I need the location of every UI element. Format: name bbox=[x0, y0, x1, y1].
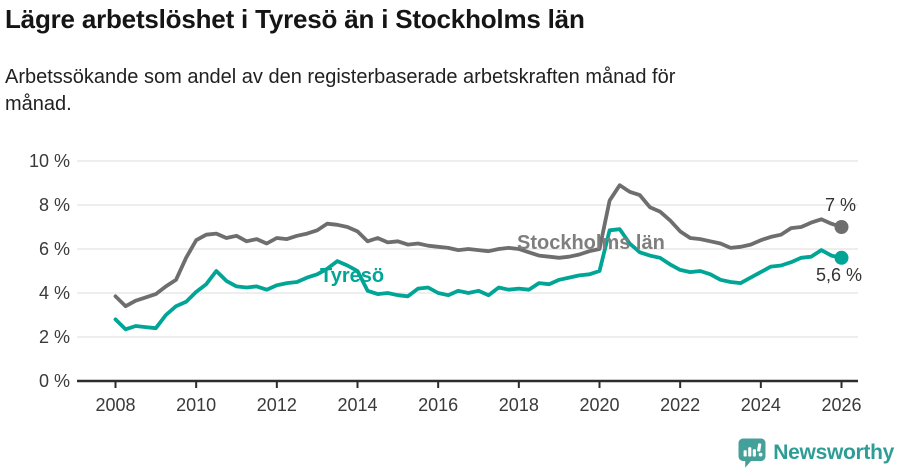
y-tick-label: 10 % bbox=[29, 151, 70, 171]
series-label-stockholm: Stockholms län bbox=[517, 232, 665, 254]
y-tick-label: 8 % bbox=[39, 195, 70, 215]
x-tick-label: 2012 bbox=[257, 395, 297, 415]
x-tick-label: 2022 bbox=[660, 395, 700, 415]
y-tick-label: 2 % bbox=[39, 327, 70, 347]
chart-subtitle: Arbetssökande som andel av den registerb… bbox=[5, 64, 675, 118]
newsworthy-bubble-chart-icon bbox=[738, 438, 766, 468]
x-tick-label: 2010 bbox=[176, 395, 216, 415]
x-tick-label: 2018 bbox=[499, 395, 539, 415]
subtitle-line-2: månad. bbox=[5, 93, 72, 115]
x-tick-label: 2014 bbox=[337, 395, 377, 415]
series-label-tyreso: Tyresö bbox=[320, 265, 385, 287]
tyreso-end-dot bbox=[834, 250, 849, 265]
end-value-label-tyreso: 5,6 % bbox=[815, 265, 862, 285]
newsworthy-wordmark: Newsworthy bbox=[773, 441, 894, 464]
x-tick-label: 2020 bbox=[579, 395, 619, 415]
subtitle-line-1: Arbetssökande som andel av den registerb… bbox=[5, 66, 676, 88]
x-tick-label: 2026 bbox=[821, 395, 861, 415]
page-title: Lägre arbetslöshet i Tyresö än i Stockho… bbox=[5, 4, 585, 34]
x-tick-label: 2008 bbox=[95, 395, 135, 415]
y-tick-label: 4 % bbox=[39, 283, 70, 303]
x-tick-label: 2024 bbox=[741, 395, 781, 415]
stockholm-end-dot bbox=[834, 220, 849, 234]
tyreso-line bbox=[113, 227, 844, 332]
y-tick-label: 6 % bbox=[39, 239, 70, 259]
newsworthy-logo[interactable]: Newsworthy bbox=[738, 437, 894, 469]
x-tick-label: 2016 bbox=[418, 395, 458, 415]
end-value-label-stockholm: 7 % bbox=[824, 195, 856, 215]
stockholm-line bbox=[113, 183, 844, 309]
y-tick-label: 0 % bbox=[39, 371, 70, 391]
